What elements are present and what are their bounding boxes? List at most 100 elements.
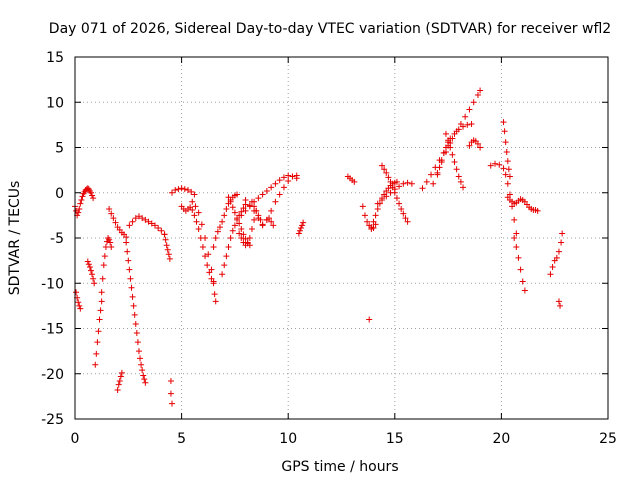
data-point [95, 328, 102, 335]
data-point [268, 184, 275, 191]
data-point [442, 144, 449, 151]
data-point [251, 216, 258, 223]
data-point [210, 280, 217, 287]
data-point [248, 225, 255, 232]
data-point [400, 180, 407, 187]
data-point [126, 266, 133, 273]
data-point [477, 144, 484, 151]
data-point [366, 316, 373, 323]
data-point [400, 210, 407, 217]
data-point [470, 99, 477, 106]
data-point [297, 225, 304, 232]
x-tick-label: 25 [599, 431, 617, 447]
data-point [462, 113, 469, 120]
data-point [351, 178, 358, 185]
data-point [124, 248, 131, 255]
data-point [137, 355, 144, 362]
data-point [519, 278, 526, 285]
data-point [368, 225, 375, 232]
data-point [364, 218, 371, 225]
data-point [477, 87, 484, 94]
data-point [276, 177, 283, 184]
data-point [130, 302, 137, 309]
data-point [553, 254, 560, 261]
data-point [251, 203, 258, 210]
data-point [387, 189, 394, 196]
data-point [374, 200, 381, 207]
data-point [451, 158, 458, 165]
data-point [76, 206, 83, 213]
y-tick-label: 10 [46, 95, 64, 111]
gridlines [75, 57, 608, 419]
data-point [129, 218, 136, 225]
data-point [142, 379, 149, 386]
data-point [151, 222, 158, 229]
data-point [500, 119, 507, 126]
data-point [145, 218, 152, 225]
x-tick-label: 20 [492, 431, 510, 447]
data-point [225, 244, 232, 251]
data-point [513, 230, 520, 237]
data-point [238, 225, 245, 232]
data-point [374, 206, 381, 213]
data-point [272, 180, 279, 187]
data-point [84, 258, 91, 265]
data-point [101, 253, 108, 260]
data-point [216, 224, 223, 231]
data-point [202, 235, 209, 241]
data-point [227, 198, 234, 205]
data-point [227, 235, 234, 241]
x-tick-label: 10 [279, 431, 297, 447]
data-point [117, 373, 124, 380]
data-point [502, 139, 509, 146]
data-point [86, 263, 93, 270]
data-point [91, 280, 98, 287]
x-tick-labels: 0 5 10 15 20 25 [71, 431, 617, 447]
data-point [246, 235, 253, 241]
data-point [87, 189, 94, 196]
data-point [184, 187, 191, 194]
data-point [453, 166, 460, 173]
data-point [127, 275, 134, 282]
y-tick-label: 0 [55, 186, 64, 202]
data-point [391, 186, 398, 193]
data-point [191, 191, 198, 198]
data-point [106, 236, 113, 243]
data-point [139, 215, 146, 222]
data-point [223, 206, 230, 213]
data-point [219, 271, 226, 278]
data-point [135, 348, 142, 355]
data-point [92, 361, 99, 368]
data-point [167, 390, 174, 397]
data-point [175, 186, 182, 193]
data-point [296, 227, 303, 234]
data-point [372, 212, 379, 219]
data-point [398, 206, 405, 213]
data-point [234, 191, 241, 198]
data-point [396, 200, 403, 207]
data-point [419, 185, 426, 192]
data-point [135, 213, 142, 220]
data-point [181, 186, 188, 193]
data-point [93, 350, 100, 357]
data-point [97, 307, 104, 314]
data-point [163, 242, 170, 249]
data-point [402, 215, 409, 222]
data-point [75, 209, 82, 216]
data-point [89, 271, 96, 278]
y-tick-label: 15 [46, 50, 64, 66]
data-point [123, 234, 130, 241]
data-point [106, 206, 113, 213]
y-tick-label: -25 [41, 412, 64, 428]
data-point [240, 231, 247, 238]
data-point [558, 239, 565, 246]
data-point [513, 244, 520, 251]
y-tick-label: -10 [41, 276, 64, 292]
x-axis-label: GPS time / hours [281, 459, 398, 475]
data-point [172, 187, 179, 194]
data-point [445, 139, 452, 146]
data-point [248, 198, 255, 205]
data-point [255, 195, 262, 202]
data-point [457, 178, 464, 185]
data-point [276, 191, 283, 198]
